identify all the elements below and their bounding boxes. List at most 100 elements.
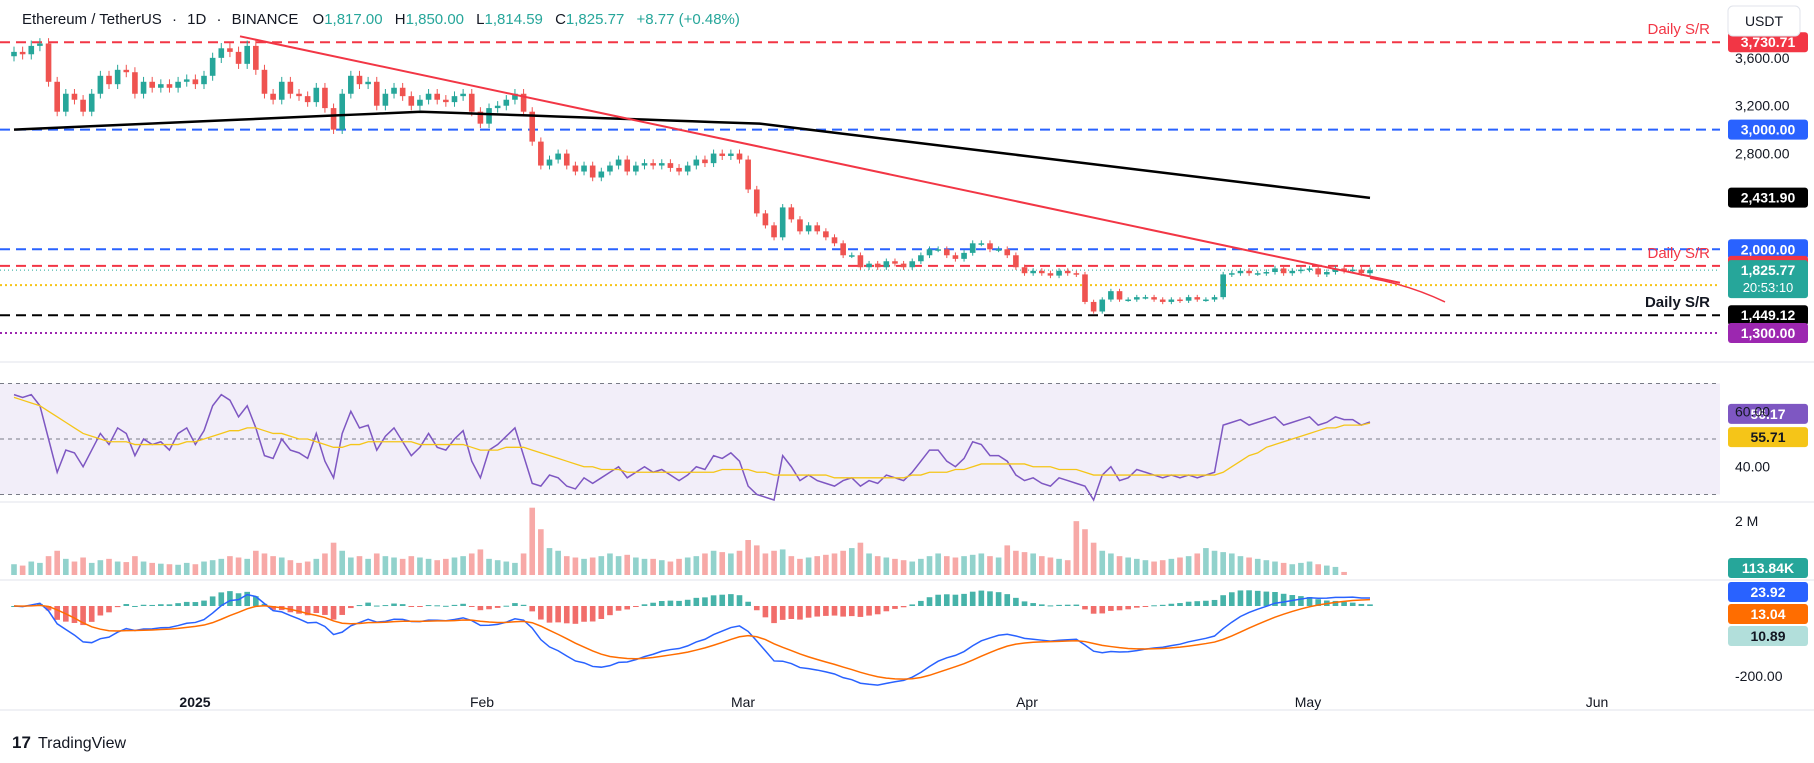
currency-button[interactable]: USDT — [1727, 5, 1801, 37]
candle-body — [788, 207, 795, 220]
candle-body — [883, 261, 890, 268]
candle-body — [123, 69, 130, 73]
candle-body — [235, 51, 242, 64]
volume-bar — [529, 507, 536, 575]
y-tick-label: 3,200.00 — [1735, 98, 1790, 114]
volume-bar — [1272, 561, 1278, 575]
candle-body — [140, 81, 147, 94]
macd-histogram-bar — [684, 599, 691, 606]
candle-body — [995, 249, 1002, 251]
candle-body — [1203, 299, 1209, 302]
volume-bar — [287, 560, 294, 575]
macd-histogram-bar — [460, 603, 466, 606]
macd-histogram-bar — [1315, 599, 1321, 606]
symbol-name: Ethereum / TetherUS — [22, 11, 162, 28]
candle-body — [814, 225, 821, 232]
volume-bar — [244, 558, 251, 575]
macd-histogram-bar — [1220, 595, 1226, 606]
volume-bar — [641, 558, 648, 575]
macd-histogram-bar — [995, 592, 1002, 606]
volume-bar — [874, 556, 881, 575]
macd-histogram-bar — [512, 603, 518, 606]
volume-bar — [779, 549, 786, 575]
volume-bar — [80, 557, 86, 575]
macd-histogram-bar — [71, 606, 78, 623]
volume-bar — [969, 554, 976, 575]
macd-pane[interactable]: 23.92 13.04 10.89 — [11, 582, 1808, 686]
volume-bar — [918, 558, 924, 575]
candle-body — [1229, 273, 1235, 275]
candle-body — [468, 93, 475, 112]
macd-histogram-bar — [1254, 590, 1261, 606]
candle-body — [1349, 269, 1356, 272]
volume-bar — [322, 553, 328, 575]
tradingview-logo[interactable]: 17 TradingView — [12, 733, 126, 752]
open-label: O — [313, 11, 325, 28]
price-pane[interactable] — [11, 35, 1446, 314]
macd-histogram-bar — [1263, 591, 1270, 606]
macd-histogram-bar — [1229, 592, 1235, 606]
volume-bar — [140, 561, 147, 575]
header-line: Ethereum / TetherUS · 1D · BINANCE O1,81… — [22, 11, 740, 28]
candle-body — [1237, 270, 1244, 274]
volume-bar — [546, 548, 553, 575]
candle-body — [702, 159, 708, 164]
level-badge — [1728, 119, 1808, 140]
macd-histogram-bar — [667, 600, 674, 606]
macd-histogram-bar — [710, 595, 717, 606]
candle-body — [1151, 297, 1157, 300]
candle-body — [1298, 269, 1304, 272]
macd-histogram-bar — [443, 605, 449, 607]
candle-body — [1306, 268, 1313, 270]
macd-histogram-bar — [788, 606, 795, 619]
macd-histogram-bar — [451, 604, 458, 606]
volume-bar — [650, 558, 656, 575]
volume-bar — [253, 550, 259, 575]
volume-bar — [1280, 562, 1287, 575]
macd-histogram-bar — [935, 594, 941, 606]
ma200-badge-label: 2,431.90 — [1741, 190, 1796, 206]
candle-body — [443, 99, 449, 103]
candle-body — [1108, 291, 1114, 300]
volume-bar — [261, 553, 268, 575]
candle-body — [797, 219, 803, 232]
candle-body — [1358, 269, 1365, 274]
volume-bar — [1108, 553, 1114, 575]
macd-histogram-bar — [477, 606, 484, 611]
candle-body — [54, 81, 60, 112]
volume-bar — [28, 561, 35, 575]
low-label: L — [476, 11, 484, 28]
macd-histogram-bar — [503, 605, 510, 607]
candle-body — [106, 75, 112, 85]
candle-body — [641, 163, 648, 166]
candle-body — [805, 225, 812, 232]
rsi-pane[interactable]: 56.17 55.71 — [0, 383, 1808, 502]
volume-bar — [123, 562, 130, 575]
volume-pane[interactable]: 113.84K — [11, 507, 1808, 578]
macd-histogram-bar — [296, 606, 302, 614]
volume-bar — [667, 561, 674, 575]
x-tick-label: May — [1295, 694, 1321, 710]
candle-body — [667, 163, 674, 168]
volume-bar — [581, 558, 587, 575]
macd-histogram-bar — [555, 606, 561, 623]
histogram-badge — [1728, 626, 1808, 646]
macd-histogram-bar — [607, 606, 613, 616]
volume-bar — [848, 548, 855, 575]
volume-bar — [19, 565, 26, 575]
candle-body — [866, 263, 872, 268]
macd-histogram-bar — [1064, 604, 1071, 606]
candle-body — [451, 96, 458, 103]
candle-body — [831, 237, 838, 244]
candle-body — [477, 111, 484, 124]
candle-body — [192, 79, 199, 85]
macd-histogram-bar — [140, 604, 147, 606]
volume-bar — [1064, 560, 1071, 575]
candle-body — [114, 69, 121, 85]
volume-bar — [443, 558, 449, 575]
volume-bar — [555, 550, 561, 575]
candle-body — [218, 48, 225, 58]
macd-histogram-bar — [132, 605, 138, 607]
candle-body — [1133, 297, 1140, 300]
